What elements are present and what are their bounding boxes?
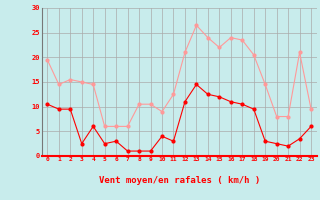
X-axis label: Vent moyen/en rafales ( km/h ): Vent moyen/en rafales ( km/h ) bbox=[99, 176, 260, 185]
